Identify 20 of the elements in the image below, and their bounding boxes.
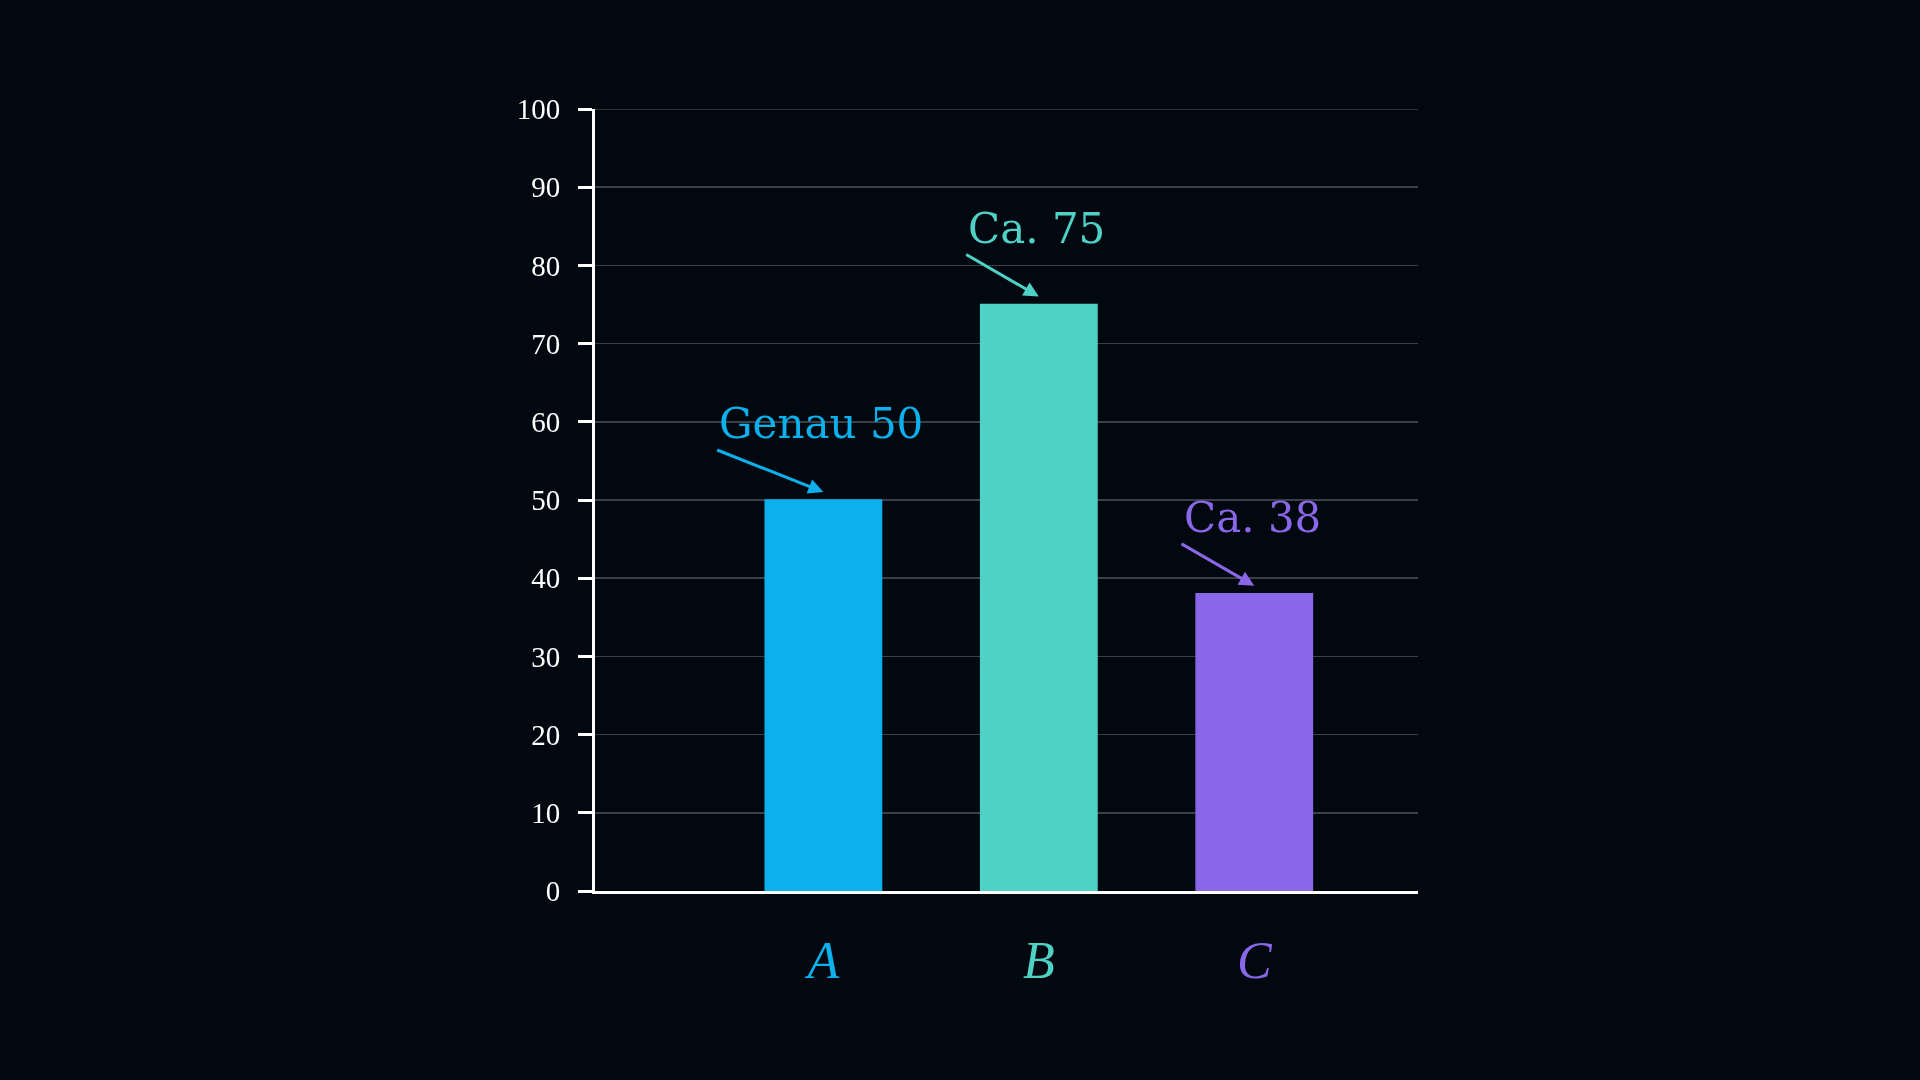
y-tick-label: 50 bbox=[531, 484, 561, 517]
y-tick-label: 70 bbox=[531, 327, 561, 360]
y-tick-label: 40 bbox=[531, 562, 561, 595]
y-tick-label: 10 bbox=[531, 796, 561, 829]
bar bbox=[979, 303, 1098, 891]
y-tick-label: 20 bbox=[531, 718, 561, 751]
y-tick-label: 60 bbox=[531, 405, 561, 438]
annotation: Ca. 75 bbox=[968, 204, 1106, 253]
annotation: Ca. 38 bbox=[1184, 493, 1322, 542]
bar bbox=[764, 499, 883, 891]
bar bbox=[1195, 593, 1314, 891]
x-tick-label: B bbox=[1022, 932, 1055, 990]
y-tick-label: 100 bbox=[516, 93, 561, 126]
y-tick-label: 80 bbox=[531, 249, 561, 282]
y-tick-label: 90 bbox=[531, 171, 561, 204]
y-tick-label: 0 bbox=[545, 875, 561, 908]
x-tick-label: A bbox=[804, 932, 840, 990]
x-tick-label: C bbox=[1236, 932, 1273, 990]
y-tick-label: 30 bbox=[531, 640, 561, 673]
annotation: Genau 50 bbox=[719, 399, 924, 448]
